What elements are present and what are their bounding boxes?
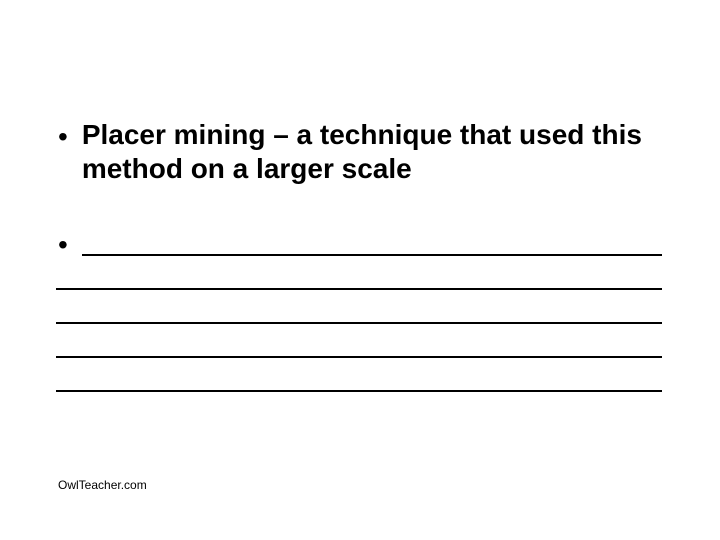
bullet-dot-icon: • xyxy=(58,120,68,154)
bullet-item-blank: • xyxy=(58,226,662,396)
bullet-dot-icon: • xyxy=(58,228,68,262)
slide-content: • Placer mining – a technique that used … xyxy=(58,118,662,436)
blank-line xyxy=(56,328,662,358)
blank-fill-in xyxy=(82,226,662,396)
bullet-item: • Placer mining – a technique that used … xyxy=(58,118,662,186)
blank-line xyxy=(56,260,662,290)
bullet-text: Placer mining – a technique that used th… xyxy=(82,118,662,186)
slide: • Placer mining – a technique that used … xyxy=(0,0,720,540)
blank-line xyxy=(56,294,662,324)
blank-line xyxy=(82,226,662,256)
footer-attribution: OwlTeacher.com xyxy=(58,478,147,492)
blank-line xyxy=(56,362,662,392)
